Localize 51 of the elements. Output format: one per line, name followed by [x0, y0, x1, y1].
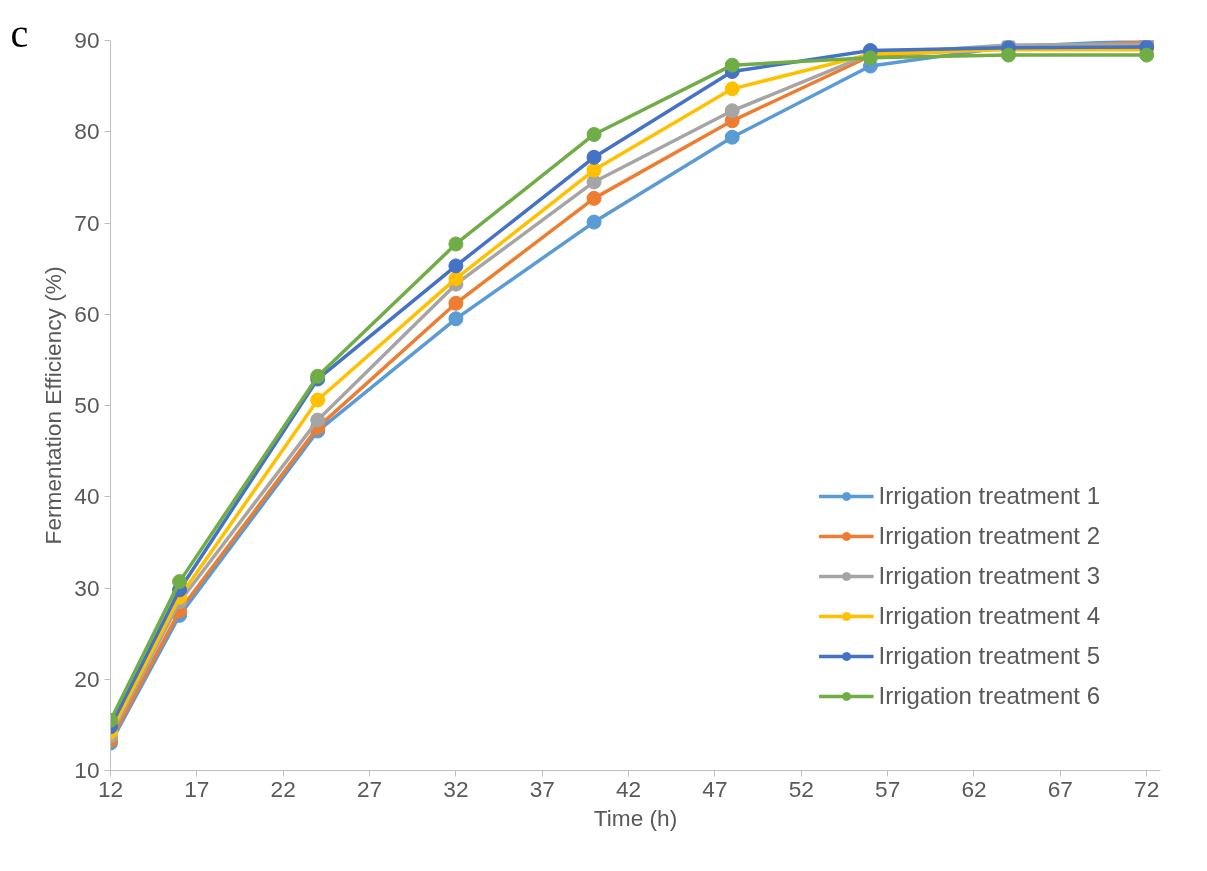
y-tick-label: 40: [74, 483, 100, 510]
x-tick-label: 52: [788, 775, 814, 802]
point: [448, 258, 464, 274]
point: [586, 149, 602, 165]
point: [310, 392, 326, 408]
point: [586, 162, 602, 178]
x-tick-label: 22: [270, 775, 296, 802]
point: [448, 295, 464, 311]
x-tick-label: 47: [702, 775, 728, 802]
x-tick-label: 67: [1047, 775, 1073, 802]
y-tick-label: 50: [74, 392, 100, 418]
y-tick-label: 70: [74, 209, 100, 236]
x-tick-label: 72: [1134, 775, 1160, 802]
point: [1139, 47, 1155, 63]
point: [172, 574, 188, 590]
legend-label: Irrigation treatment 1: [878, 482, 1100, 510]
legend-label: Irrigation treatment 3: [878, 562, 1100, 590]
point: [586, 190, 602, 206]
text: c: [10, 10, 29, 56]
x-tick-label: 57: [875, 775, 901, 802]
legend-label: Irrigation treatment 5: [878, 642, 1100, 670]
point: [448, 311, 464, 327]
x-tick-label: 32: [443, 775, 469, 802]
point: [724, 81, 740, 97]
x-tick-label: 17: [184, 775, 210, 802]
point: [448, 236, 464, 252]
x-tick-label: 42: [615, 775, 642, 802]
point: [724, 57, 740, 73]
point: [586, 127, 602, 142]
point: [586, 174, 602, 190]
y-tick-label: 20: [74, 665, 100, 692]
y-tick-label: 80: [74, 118, 100, 145]
x-tick-label: 12: [97, 775, 124, 802]
x-tick-label: 62: [961, 775, 987, 802]
x-tick-label: 27: [356, 775, 383, 802]
legend-label: Irrigation treatment 4: [878, 602, 1100, 630]
legend-label: Irrigation treatment 6: [878, 682, 1100, 710]
x-tick-label: 37: [529, 775, 555, 802]
point: [724, 103, 740, 119]
x-axis-title: Time (h): [593, 804, 678, 831]
point: [1001, 47, 1017, 63]
point: [586, 214, 602, 230]
y-axis-title: Fermentation Efficiency (%): [40, 266, 67, 545]
y-tick-label: 30: [74, 574, 100, 601]
y-tick-label: 60: [74, 300, 100, 327]
point: [310, 412, 326, 428]
point: [448, 271, 464, 287]
legend-label: Irrigation treatment 2: [878, 522, 1100, 550]
y-tick-label: 10: [74, 757, 100, 783]
point: [724, 129, 740, 145]
y-tick-label: 90: [74, 27, 100, 53]
